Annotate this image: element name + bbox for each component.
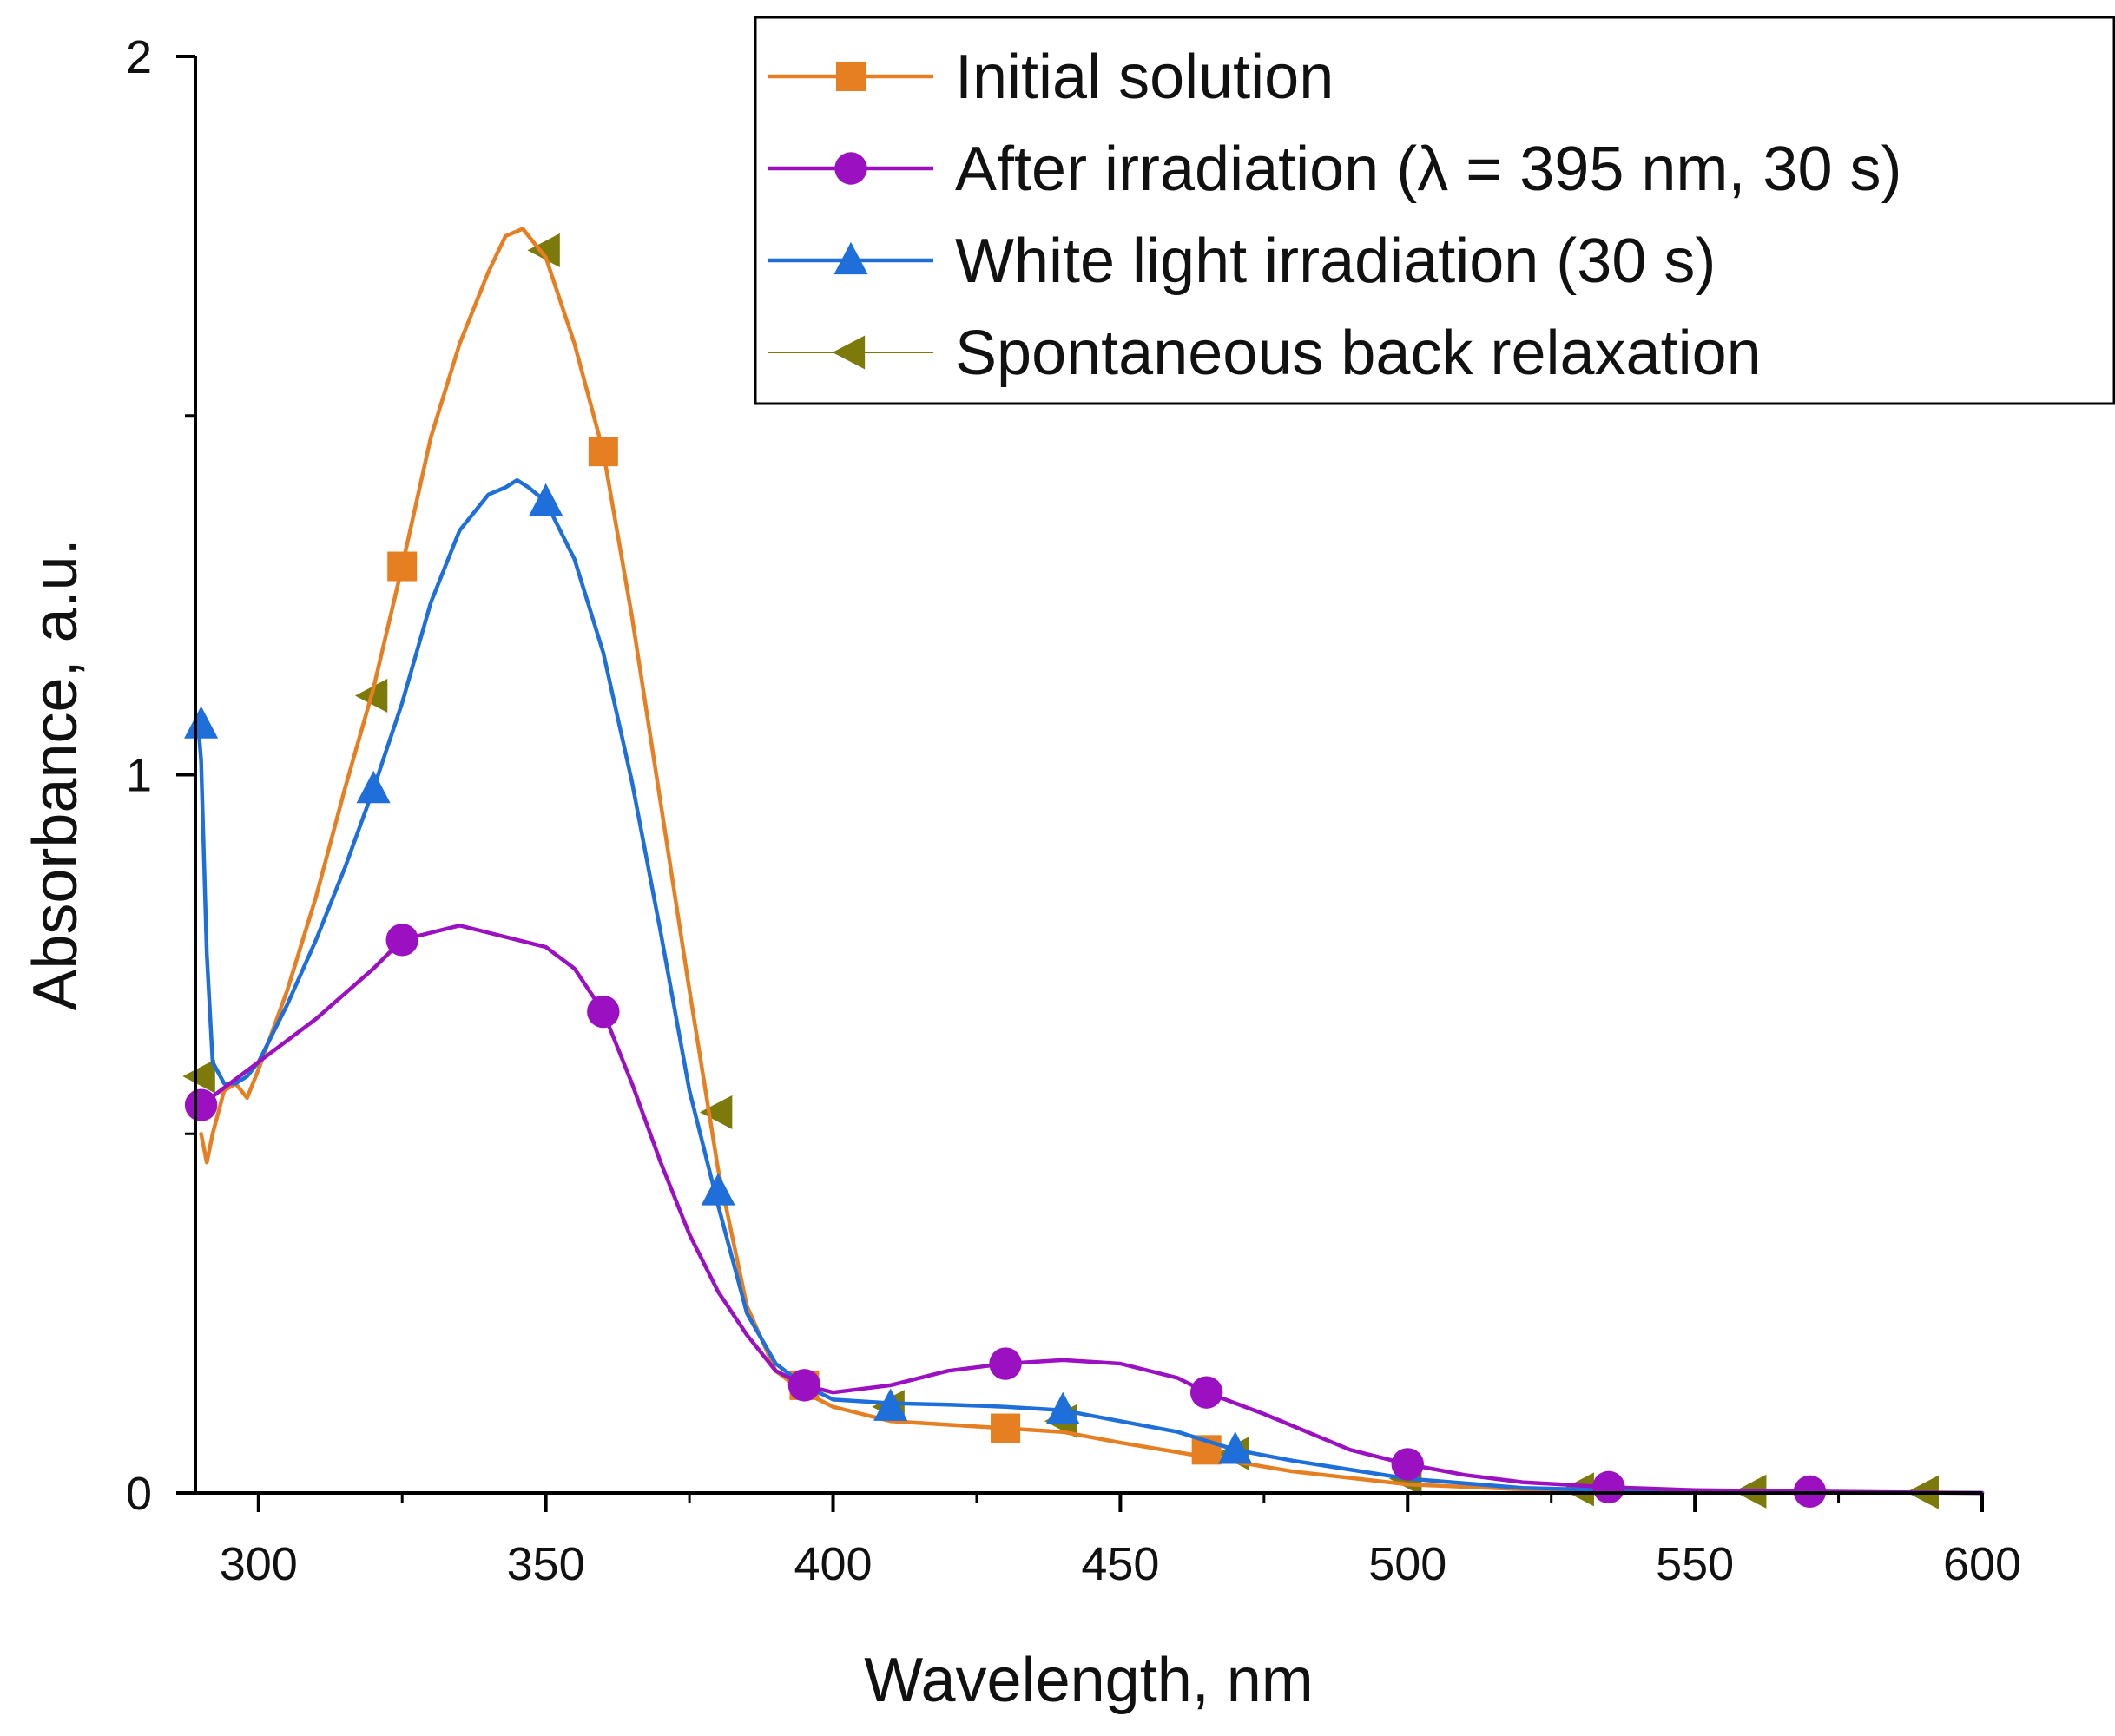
series-marker [699, 1095, 733, 1129]
x-tick-label: 450 [1081, 1538, 1159, 1590]
series-marker [873, 1388, 908, 1421]
series-marker [529, 483, 563, 516]
series-0 [199, 227, 1985, 1496]
y-tick-label: 0 [126, 1468, 152, 1520]
legend-label: Initial solution [955, 43, 1334, 112]
series-marker [787, 1369, 821, 1402]
x-tick-label: 400 [794, 1538, 872, 1590]
legend-label: White light irradiation (30 s) [955, 227, 1716, 296]
legend: Initial solution After irradiation (λ = 3… [754, 16, 2115, 405]
series-layer [182, 227, 1985, 1509]
series-marker [184, 1088, 218, 1121]
legend-marker [833, 241, 868, 275]
x-ticks: 300 350 400 450 500 550 600 [220, 1493, 2021, 1590]
legend-entry: Initial solution [768, 43, 1334, 112]
x-tick-label: 300 [220, 1538, 298, 1590]
series-marker [587, 995, 620, 1029]
legend-marker [832, 335, 866, 370]
series-marker [1218, 1431, 1253, 1464]
series-marker [588, 437, 618, 467]
series-marker [701, 1173, 735, 1206]
series-marker [385, 924, 418, 957]
legend-marker [834, 152, 867, 185]
x-tick-label: 550 [1656, 1538, 1734, 1590]
series-marker [182, 1059, 215, 1094]
legend-entry: After irradiation (λ = 395 nm, 30 s) [768, 135, 1901, 204]
series-marker [991, 1413, 1021, 1443]
legend-label: After irradiation (λ = 395 nm, 30 s) [955, 135, 1901, 204]
series-marker [387, 551, 418, 582]
y-axis-title: Absorbance, a.u. [21, 538, 90, 1010]
series-line [199, 227, 1985, 1496]
legend-entries: Initial solution After irradiation (λ = 3… [768, 43, 1901, 388]
series-marker [527, 233, 560, 267]
axes-layer: 300 350 400 450 500 550 600 0 1 2 Wavelength, nm… [21, 31, 2021, 1715]
series-3 [182, 233, 1939, 1509]
y-tick-label: 1 [126, 750, 152, 802]
series-marker [989, 1347, 1022, 1380]
series-2 [184, 477, 1985, 1496]
x-tick-label: 500 [1368, 1538, 1446, 1590]
x-axis-title: Wavelength, nm [864, 1646, 1314, 1715]
legend-entry: Spontaneous back relaxation [768, 319, 1762, 388]
series-marker [356, 770, 391, 804]
series-line [196, 477, 1985, 1496]
legend-marker [836, 62, 866, 91]
legend-box [754, 16, 2115, 405]
series-marker [1391, 1448, 1424, 1481]
y-tick-label: 2 [126, 31, 152, 83]
series-marker [1592, 1470, 1625, 1504]
y-ticks: 0 1 2 [126, 31, 195, 1520]
series-marker [1045, 1391, 1080, 1424]
legend-label: Spontaneous back relaxation [955, 319, 1762, 388]
series-marker [184, 706, 219, 739]
x-tick-label: 350 [507, 1538, 585, 1590]
series-marker [1189, 1376, 1223, 1409]
x-tick-label: 600 [1943, 1538, 2021, 1590]
series-1 [184, 924, 1985, 1509]
series-line [199, 924, 1985, 1496]
legend-entry: White light irradiation (30 s) [768, 227, 1716, 296]
